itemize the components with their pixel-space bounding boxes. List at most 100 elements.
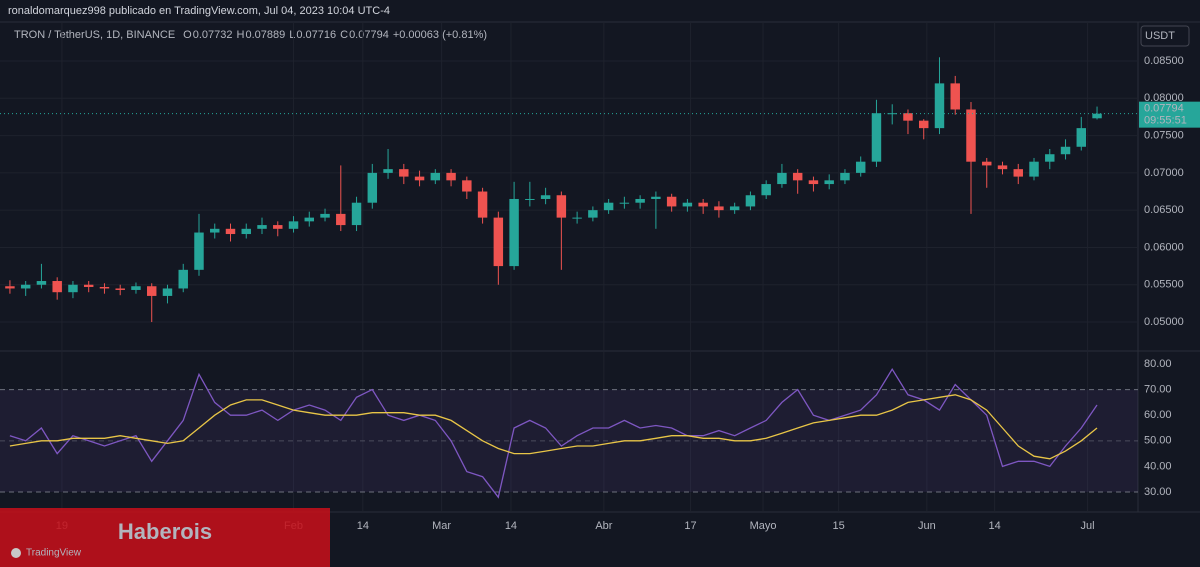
- candle-body: [777, 172, 787, 185]
- y-tick-label: 0.07500: [1144, 129, 1184, 141]
- candle-body: [603, 202, 614, 211]
- last-price-label: 0.07794: [1144, 103, 1184, 115]
- x-tick-label: 15: [833, 520, 845, 532]
- ohlc-value: 0.07889: [245, 29, 285, 41]
- y-tick-label: 0.08000: [1144, 92, 1184, 104]
- currency: USDT: [1145, 30, 1175, 42]
- candle-body: [934, 83, 945, 129]
- countdown: 09:55:51: [1144, 115, 1187, 127]
- candle-body: [824, 180, 834, 185]
- watermark: Haberois: [118, 519, 212, 544]
- currency-box: [1140, 25, 1190, 47]
- candle-body: [919, 120, 929, 129]
- last-price-box: [1139, 101, 1200, 128]
- x-tick-label: 17: [684, 520, 696, 532]
- candle-body: [997, 165, 1008, 170]
- candle-body: [1013, 169, 1023, 177]
- candle-body: [288, 221, 299, 229]
- candle-body: [525, 198, 535, 200]
- candle-body: [115, 288, 125, 290]
- x-tick-label: 14: [989, 520, 1001, 532]
- candle-body: [5, 286, 15, 289]
- x-tick-label: Abr: [595, 520, 612, 532]
- candle-body: [178, 269, 188, 289]
- candle-body: [1029, 161, 1039, 177]
- candle-body: [761, 184, 771, 196]
- candle-body: [682, 202, 693, 207]
- y-tick-label: 0.08500: [1144, 55, 1184, 67]
- candle-body: [210, 228, 220, 233]
- candle-body: [320, 213, 330, 218]
- x-tick-label: Mar: [432, 520, 451, 532]
- candle-body: [1060, 146, 1071, 155]
- candle-body: [477, 191, 488, 218]
- candle-body: [792, 172, 803, 181]
- rsi-tick-label: 30.00: [1144, 486, 1172, 498]
- legend: TRON / TetherUS, 1D, BINANCE O 0.07732 H 0.0…: [14, 29, 487, 41]
- x-tick-label: 14: [357, 520, 369, 532]
- candle-body: [871, 113, 882, 162]
- ohlc-value: 0.07732: [193, 29, 233, 41]
- rsi-tick-label: 80.00: [1144, 358, 1172, 370]
- rsi-line: [9, 394, 1098, 460]
- rsi-tick-label: 70.00: [1144, 384, 1172, 396]
- x-tick-label: Jul: [1081, 520, 1095, 532]
- candle-body: [540, 195, 551, 199]
- candle-body: [651, 196, 661, 199]
- rsi-tick-label: 40.00: [1144, 460, 1172, 472]
- candle-body: [509, 198, 519, 267]
- watermark-banner: [0, 508, 330, 567]
- candle-body: [666, 196, 677, 207]
- rsi-tick-label: 50.00: [1144, 435, 1172, 447]
- candle-body: [83, 284, 94, 287]
- brand: TradingView: [26, 548, 82, 559]
- candle-body: [383, 169, 393, 173]
- ohlc-key: O: [183, 29, 192, 41]
- change: +0.00063 (+0.81%): [393, 29, 487, 41]
- candle-body: [446, 172, 456, 181]
- candle-body: [1076, 128, 1087, 147]
- candle-body: [572, 217, 582, 219]
- candle-body: [966, 109, 976, 162]
- candle-body: [68, 284, 78, 293]
- candle-body: [950, 83, 960, 110]
- x-tick-label: 14: [505, 520, 517, 532]
- candle-body: [462, 180, 472, 192]
- candle-body: [698, 202, 708, 207]
- y-tick-label: 0.06500: [1144, 204, 1184, 216]
- candle-body: [99, 286, 110, 289]
- candle-body: [903, 113, 913, 121]
- symbol: TRON / TetherUS, 1D, BINANCE: [14, 29, 175, 41]
- candle-body: [225, 228, 236, 235]
- candle-body: [304, 217, 315, 222]
- candle-body: [273, 225, 283, 229]
- y-tick-label: 0.05500: [1144, 279, 1184, 291]
- candle-body: [1045, 154, 1055, 162]
- candle-body: [635, 198, 645, 203]
- y-tick-label: 0.06000: [1144, 241, 1184, 253]
- y-tick-label: 0.05000: [1144, 316, 1184, 328]
- x-tick-label: Mayo: [750, 520, 777, 532]
- candle-body: [162, 288, 173, 296]
- ohlc-value: 0.07794: [349, 29, 389, 41]
- candle-body: [367, 172, 378, 203]
- candle-body: [20, 284, 31, 289]
- ohlc-key: C: [340, 29, 348, 41]
- candle-body: [52, 281, 62, 293]
- candle-body: [336, 213, 346, 226]
- candle-body: [493, 217, 504, 267]
- rsi-line: [9, 367, 1098, 499]
- x-tick-label: Jun: [918, 520, 936, 532]
- candle-body: [194, 232, 204, 270]
- candle-body: [241, 228, 251, 235]
- ohlc-key: L: [289, 29, 295, 41]
- rsi-tick-label: 60.00: [1144, 409, 1172, 421]
- ohlc-value: 0.07716: [296, 29, 336, 41]
- y-tick-label: 0.07000: [1144, 167, 1184, 179]
- candle-body: [808, 180, 819, 185]
- ohlc-key: H: [237, 29, 245, 41]
- candle-body: [351, 202, 362, 226]
- brand-logo: [11, 548, 21, 558]
